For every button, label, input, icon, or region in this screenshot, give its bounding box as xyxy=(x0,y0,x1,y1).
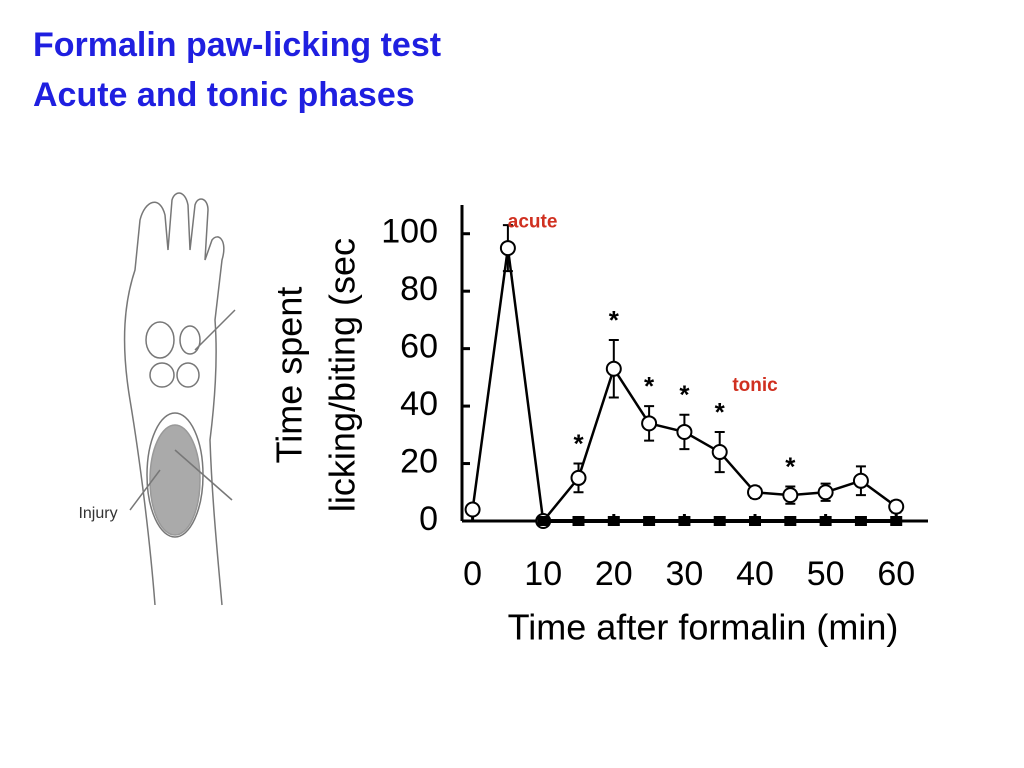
data-point xyxy=(854,516,867,526)
significance-star: * xyxy=(785,451,796,481)
data-point xyxy=(890,516,903,526)
data-point xyxy=(676,423,693,440)
significance-star: * xyxy=(609,305,620,335)
x-tick-label: 50 xyxy=(807,555,845,593)
x-tick-label: 60 xyxy=(877,555,915,593)
annotation: acute xyxy=(508,211,558,232)
significance-star: * xyxy=(679,380,690,410)
data-point xyxy=(499,240,516,257)
x-tick-label: 20 xyxy=(595,555,633,593)
x-tick-label: 0 xyxy=(463,555,482,593)
data-point xyxy=(888,498,905,515)
y-tick-label: 40 xyxy=(400,385,438,423)
data-point xyxy=(817,484,834,501)
data-point xyxy=(643,516,656,526)
data-point xyxy=(749,516,762,526)
data-point xyxy=(537,516,550,526)
x-tick-label: 30 xyxy=(665,555,703,593)
slide-title: Formalin paw-licking test xyxy=(33,26,442,64)
y-tick-label: 20 xyxy=(400,443,438,481)
data-point xyxy=(464,501,481,518)
x-tick-label: 40 xyxy=(736,555,774,593)
data-point xyxy=(711,444,728,461)
y-tick-label: 60 xyxy=(400,328,438,366)
data-point xyxy=(747,484,764,501)
significance-star: * xyxy=(644,371,655,401)
significance-star: * xyxy=(715,397,726,427)
injury-label: Injury xyxy=(78,505,117,522)
data-point xyxy=(782,487,799,504)
significance-star: * xyxy=(573,428,584,458)
annotation: tonic xyxy=(732,375,778,396)
data-point xyxy=(713,516,726,526)
data-point xyxy=(641,415,658,432)
y-axis-title: Time spent xyxy=(269,287,310,464)
data-point xyxy=(784,516,797,526)
data-point xyxy=(678,516,691,526)
data-point xyxy=(570,469,587,486)
x-tick-label: 10 xyxy=(524,555,562,593)
slide-subtitle: Acute and tonic phases xyxy=(33,76,415,114)
y-axis-title: licking/biting (sec xyxy=(322,238,363,512)
x-axis-title: Time after formalin (min) xyxy=(508,607,899,648)
data-point xyxy=(572,516,585,526)
data-point xyxy=(852,472,869,489)
paw-illustration: Injury xyxy=(78,192,236,606)
y-tick-label: 0 xyxy=(419,500,438,538)
y-tick-label: 80 xyxy=(400,270,438,308)
y-tick-label: 100 xyxy=(381,213,438,251)
data-point xyxy=(605,360,622,377)
data-point xyxy=(607,516,620,526)
chart: 0 20 40 60 80 100 0 10 20 30 40 50 60 Time after form… xyxy=(269,205,928,648)
data-point xyxy=(819,516,832,526)
